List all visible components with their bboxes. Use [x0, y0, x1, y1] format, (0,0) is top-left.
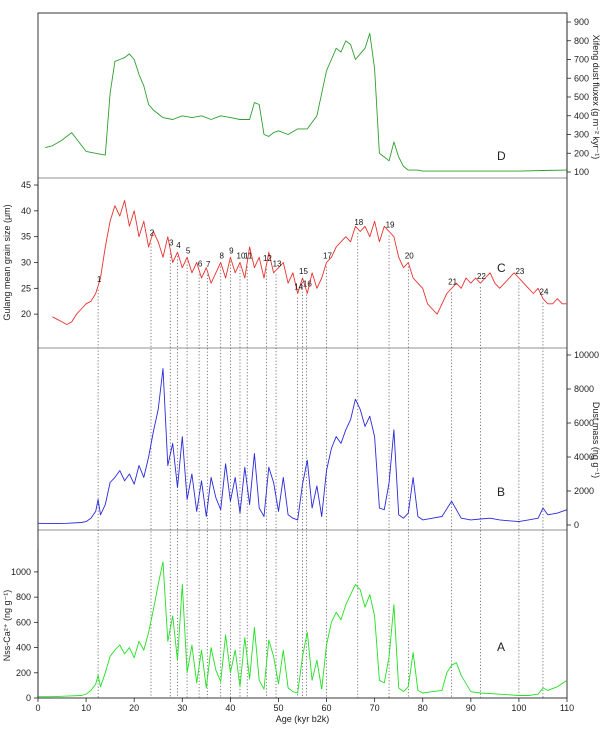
- event-label-5: 5: [186, 246, 191, 255]
- y-tick-label-B: 8000: [574, 384, 594, 394]
- plot-frame: [37, 12, 568, 699]
- event-label-3: 3: [169, 239, 174, 248]
- y-tick-label-D: 700: [574, 55, 589, 65]
- x-tick-label: 90: [466, 703, 476, 713]
- x-tick-label: 40: [225, 703, 235, 713]
- event-label-13: 13: [273, 259, 282, 268]
- event-label-20: 20: [405, 252, 414, 261]
- event-label-22: 22: [477, 272, 486, 281]
- panel-letter-A: A: [497, 640, 505, 654]
- series-line-B: [37, 368, 568, 525]
- event-label-15: 15: [299, 267, 308, 276]
- event-label-10: 10: [237, 252, 246, 261]
- event-label-21: 21: [448, 277, 457, 286]
- event-label-19: 19: [386, 221, 395, 230]
- y-tick-label-D: 300: [574, 130, 589, 140]
- event-label-17: 17: [323, 252, 332, 261]
- series-line-C: [52, 200, 567, 325]
- event-label-14: 14: [294, 283, 303, 292]
- panel-letter-C: C: [497, 261, 506, 275]
- y-tick-label-D: 500: [574, 92, 589, 102]
- frame-layer: [37, 12, 568, 699]
- x-tick-label: 110: [560, 703, 574, 713]
- event-label-2: 2: [150, 228, 155, 237]
- y-axis-label-A: Nss-Ca²⁺ (ng g⁻¹): [2, 590, 12, 662]
- y-tick-label-D: 200: [574, 148, 589, 158]
- x-tick-label: 70: [370, 703, 380, 713]
- y-tick-label-C: 40: [21, 206, 31, 216]
- event-label-8: 8: [220, 252, 225, 261]
- y-tick-label-B: 10000: [574, 350, 599, 360]
- y-tick-label-C: 20: [21, 309, 31, 319]
- event-label-23: 23: [515, 267, 524, 276]
- y-tick-label-A: 400: [16, 643, 31, 653]
- y-tick-label-A: 0: [26, 693, 31, 703]
- y-tick-label-D: 800: [574, 36, 589, 46]
- y-tick-label-D: 100: [574, 167, 589, 177]
- series-layer: [37, 32, 568, 698]
- y-tick-label-C: 30: [21, 258, 31, 268]
- y-tick-label-C: 25: [21, 283, 31, 293]
- event-label-12: 12: [263, 254, 272, 263]
- event-label-9: 9: [229, 246, 234, 255]
- panel-letter-D: D: [497, 149, 506, 163]
- event-label-24: 24: [540, 288, 549, 297]
- event-label-7: 7: [206, 260, 211, 269]
- series-line-A: [38, 561, 568, 698]
- x-tick-label: 30: [177, 703, 187, 713]
- y-tick-label-A: 200: [16, 668, 31, 678]
- y-tick-label-A: 800: [16, 592, 31, 602]
- event-label-16: 16: [303, 279, 312, 288]
- y-tick-label-C: 45: [21, 180, 31, 190]
- y-tick-label-D: 400: [574, 111, 589, 121]
- event-label-1: 1: [97, 275, 102, 284]
- y-tick-label-D: 900: [574, 17, 589, 27]
- y-tick-label-A: 600: [16, 617, 31, 627]
- y-tick-label-B: 0: [574, 520, 579, 530]
- x-tick-label: 20: [129, 703, 139, 713]
- panel-letter-B: B: [497, 485, 505, 499]
- y-axis-label-C: Gulang mean grain size (μm): [2, 204, 12, 320]
- y-tick-label-B: 4000: [574, 452, 594, 462]
- event-lines: [97, 232, 544, 698]
- event-label-6: 6: [198, 259, 203, 268]
- y-tick-label-A: 1000: [11, 567, 31, 577]
- x-tick-label: 10: [81, 703, 91, 713]
- y-tick-label-C: 35: [21, 232, 31, 242]
- y-tick-label-B: 6000: [574, 418, 594, 428]
- y-tick-label-B: 2000: [574, 486, 594, 496]
- x-tick-label: 0: [35, 703, 40, 713]
- x-tick-label: 80: [418, 703, 428, 713]
- series-line-D: [45, 32, 568, 172]
- x-tick-label: 60: [322, 703, 332, 713]
- y-axis-label-D: Xifeng dust fluxex (g m⁻² kyr⁻¹): [591, 35, 600, 160]
- x-axis-label: Age (kyr b2k): [276, 714, 330, 724]
- y-axis-label-B: Dust mass (ng g⁻¹): [591, 402, 600, 478]
- x-tick-label: 50: [273, 703, 283, 713]
- event-label-11: 11: [244, 252, 253, 261]
- y-tick-label-D: 600: [574, 73, 589, 83]
- event-label-18: 18: [354, 218, 363, 227]
- axes-layer: [34, 18, 571, 702]
- event-label-4: 4: [176, 241, 181, 250]
- x-tick-label: 100: [511, 703, 526, 713]
